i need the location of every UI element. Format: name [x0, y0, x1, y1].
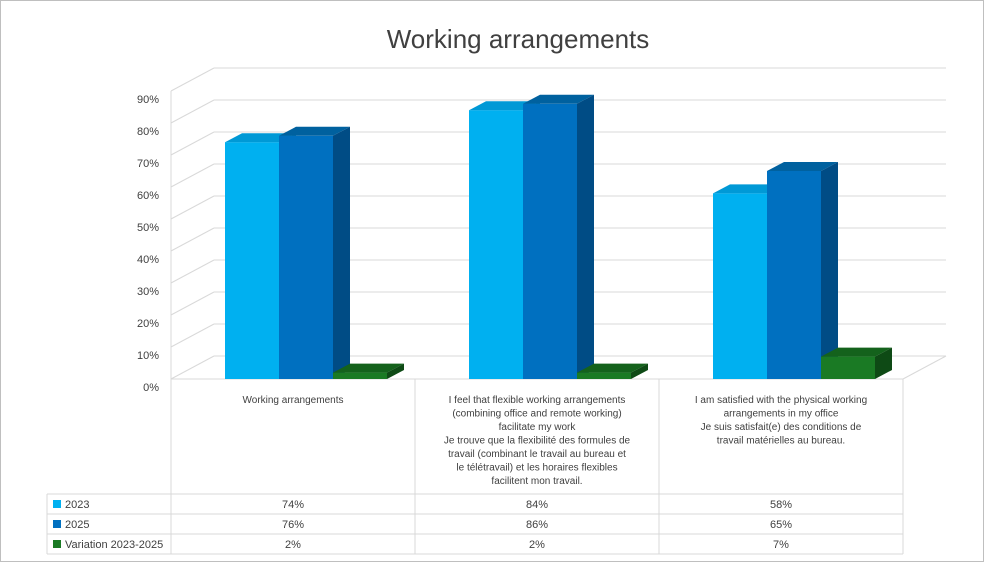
legend-key [53, 520, 61, 528]
legend-key [53, 540, 61, 548]
legend-key [53, 500, 61, 508]
y-tick-label: 50% [137, 222, 159, 234]
bar-top [577, 363, 648, 373]
category-labels: Working arrangements I feel that flexible… [243, 395, 868, 487]
gridline-depth [170, 195, 215, 220]
category-label-line: travail matérielles au bureau. [717, 436, 845, 447]
legend-label: 2023 [65, 499, 89, 511]
bar-2025-2 [523, 94, 594, 380]
table-cell: 2% [529, 539, 545, 551]
category-label: Working arrangements [243, 395, 344, 406]
bar-variation-2023-2025-3 [821, 347, 892, 379]
category-label-line: facilitate my work [499, 422, 577, 433]
bar-side [821, 162, 838, 379]
bar-top [333, 363, 404, 373]
bar-front [469, 110, 523, 379]
bar-top [767, 162, 838, 171]
gridline-depth [170, 67, 215, 92]
bar-2025-1 [279, 126, 350, 379]
bar-front [279, 135, 333, 379]
y-tick-label: 40% [137, 254, 159, 266]
bar-top [523, 94, 594, 104]
bar-front [767, 171, 821, 379]
category-label-line: travail (combinant le travail au bureau … [448, 449, 626, 460]
table-cell: 86% [526, 519, 548, 531]
table-cell: 2% [285, 539, 301, 551]
category-label: I am satisfied with the physical working… [695, 395, 867, 447]
gridline-depth [170, 259, 215, 284]
gridline-depth [170, 131, 215, 156]
category-label: I feel that flexible working arrangement… [444, 395, 631, 487]
bar-variation-2023-2025-1 [333, 363, 404, 379]
bar-side [387, 363, 404, 379]
y-tick-label: 10% [137, 350, 159, 362]
gridline-depth [170, 291, 215, 316]
bar-front [577, 372, 631, 379]
bar-top [225, 133, 296, 143]
y-tick-label: 20% [137, 318, 159, 330]
legend-label: Variation 2023-2025 [65, 539, 163, 551]
y-axis-ticks: 0% 10% 20% 30% 40% 50% 60% 70% 80% 90% [137, 94, 159, 394]
gridline-depth [170, 323, 215, 348]
category-label-line: Working arrangements [243, 395, 344, 406]
table-cell: 76% [282, 519, 304, 531]
bar-2025-3 [767, 162, 838, 379]
y-tick-label: 70% [137, 158, 159, 170]
bar-top [821, 347, 892, 357]
chart-title: Working arrangements [387, 24, 650, 54]
bars [225, 94, 892, 380]
gridline-depth [170, 227, 215, 252]
y-tick-label: 90% [137, 94, 159, 106]
gridline-depth [170, 355, 215, 380]
y-tick-label: 0% [143, 382, 159, 394]
gridline-depth [170, 99, 215, 124]
bar-top [713, 184, 784, 194]
table-cell: 84% [526, 499, 548, 511]
bar-side [875, 347, 892, 379]
category-label-line: I am satisfied with the physical working [695, 395, 867, 406]
bar-variation-2023-2025-2 [577, 363, 648, 379]
category-label-line: facilitent mon travail. [491, 476, 582, 487]
category-label-line: arrangements in my office [724, 409, 839, 420]
bar-side [577, 94, 594, 380]
data-table: 2023 74% 84% 58% 2025 76% 86% 65% Variation 2023… [46, 379, 904, 555]
floor-right-edge [902, 355, 947, 380]
bar-side [631, 363, 648, 379]
table-cell: 74% [282, 499, 304, 511]
legend-label: 2025 [65, 519, 89, 531]
category-label-line: Je suis satisfait(e) des conditions de [701, 422, 862, 433]
bar-front [225, 142, 279, 379]
bar-top [279, 126, 350, 136]
y-tick-label: 80% [137, 126, 159, 138]
bar-front [523, 103, 577, 380]
bar-front [821, 356, 875, 379]
bar-top [469, 101, 540, 111]
table-cell: 65% [770, 519, 792, 531]
y-tick-label: 60% [137, 190, 159, 202]
bar-front [333, 372, 387, 379]
bar-side [333, 126, 350, 379]
table-cell: 58% [770, 499, 792, 511]
gridline-depth [170, 163, 215, 188]
table-cell: 7% [773, 539, 789, 551]
category-label-line: le télétravail) et les horaires flexible… [456, 463, 617, 474]
category-label-line: (combining office and remote working) [452, 409, 621, 420]
category-label-line: I feel that flexible working arrangement… [449, 395, 626, 406]
bar-front [713, 193, 767, 379]
y-tick-label: 30% [137, 286, 159, 298]
category-label-line: Je trouve que la flexibilité des formule… [444, 436, 631, 447]
